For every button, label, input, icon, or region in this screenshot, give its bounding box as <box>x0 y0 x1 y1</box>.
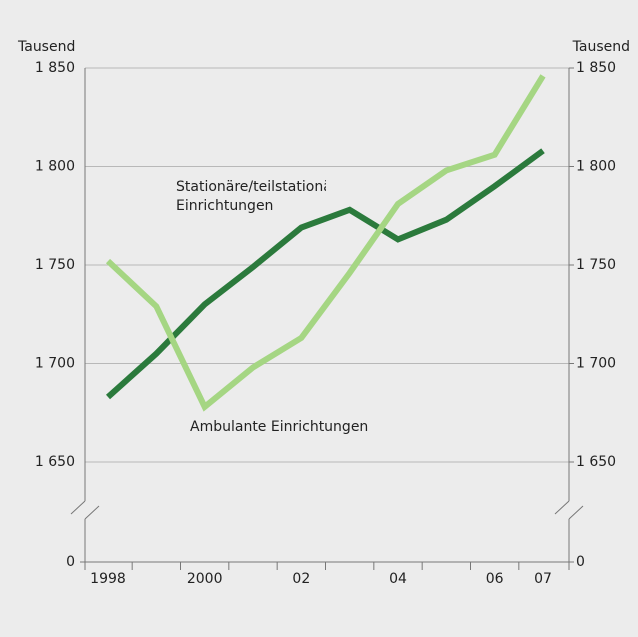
y2-tick-label: 1 800 <box>576 159 616 175</box>
series-label-text: Stationäre/teilstationäre Einrichtungen <box>176 179 326 214</box>
series-label-text: Ambulante Einrichtungen <box>190 419 369 435</box>
y-axis-label: Tausend <box>17 39 75 55</box>
series-label: Stationäre/teilstationäre Einrichtungen <box>176 179 326 214</box>
series-line <box>105 74 546 412</box>
x-tick-label: 2000 <box>187 571 223 587</box>
axis-break <box>70 500 100 520</box>
y2-axis-label: Tausend <box>572 39 630 55</box>
y2-tick-label: 1 750 <box>576 257 616 273</box>
y2-tick-label: 0 <box>576 554 585 570</box>
axis-break <box>554 500 584 520</box>
y-tick-label: 1 650 <box>35 454 75 470</box>
series-label: Ambulante Einrichtungen <box>190 419 369 435</box>
x-tick-label: 04 <box>389 571 407 587</box>
y-tick-label: 0 <box>66 554 75 570</box>
y-tick-label: 1 800 <box>35 159 75 175</box>
y2-tick-label: 1 850 <box>576 60 616 76</box>
y-tick-label: 1 850 <box>35 60 75 76</box>
y-tick-label: 1 700 <box>35 356 75 372</box>
x-tick-label: 06 <box>486 571 504 587</box>
y2-tick-label: 1 650 <box>576 454 616 470</box>
x-tick-label: 07 <box>534 571 552 587</box>
series-line <box>105 148 545 400</box>
y-tick-label: 1 750 <box>35 257 75 273</box>
y2-tick-label: 1 700 <box>576 356 616 372</box>
x-tick-label: 1998 <box>90 571 126 587</box>
x-tick-label: 02 <box>292 571 310 587</box>
